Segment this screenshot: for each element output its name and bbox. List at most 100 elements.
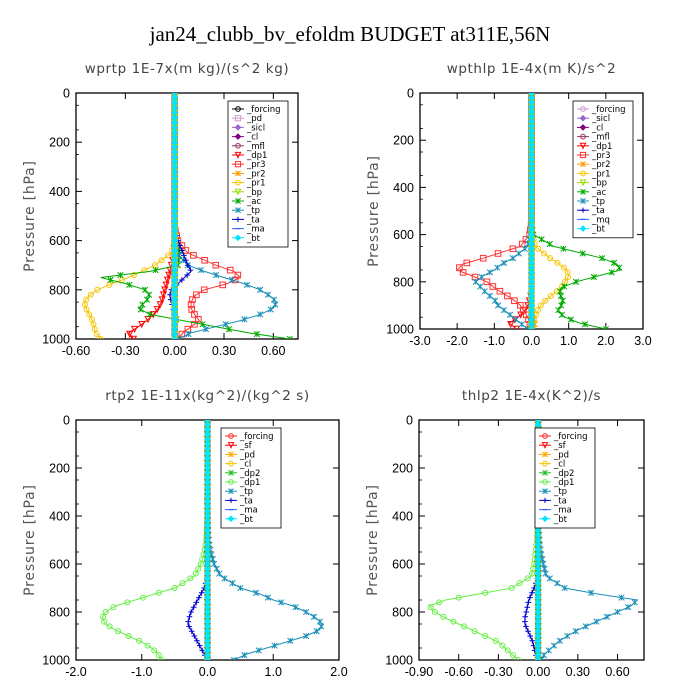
- series-point: [509, 652, 516, 659]
- series-point: [106, 623, 113, 630]
- series-point: [610, 259, 618, 267]
- legend-label: _pr2: [246, 169, 266, 179]
- series-point: [188, 628, 195, 634]
- series-point: [212, 261, 220, 269]
- series-point: [521, 245, 528, 252]
- series-point: [537, 302, 544, 309]
- x-tick-label: 1.0: [560, 334, 577, 348]
- legend-label: _sicl: [246, 123, 265, 133]
- y-tick-label: 1000: [42, 333, 70, 347]
- legend-marker: [542, 488, 548, 495]
- series-point: [478, 273, 485, 281]
- series-point: [483, 278, 491, 286]
- series-point: [94, 286, 101, 293]
- series-point: [561, 584, 568, 592]
- legend-label: _ta: [553, 496, 567, 506]
- series-point: [101, 618, 108, 625]
- y-tick-label: 400: [392, 510, 413, 524]
- series-point: [572, 628, 579, 635]
- series-point: [185, 618, 192, 625]
- series-point: [192, 570, 199, 577]
- series-point: [504, 647, 511, 654]
- series-dp1: [427, 420, 542, 660]
- series-point: [292, 604, 299, 611]
- series-point: [550, 642, 558, 649]
- series-point: [527, 633, 533, 639]
- series-point: [185, 330, 192, 338]
- series-point: [203, 656, 212, 660]
- series-point: [193, 291, 200, 299]
- series-point: [139, 301, 146, 308]
- series-point: [614, 608, 621, 616]
- legend-marker: [580, 207, 586, 213]
- series-point: [186, 623, 192, 630]
- series-point: [196, 642, 203, 649]
- series-point: [524, 604, 531, 610]
- series-point: [271, 642, 278, 649]
- figure-title: jan24_clubb_bv_efoldm BUDGET at311E,56N: [149, 22, 551, 46]
- y-tick-label: 0: [406, 414, 413, 428]
- legend-label: _sf: [239, 441, 253, 451]
- series-point: [494, 264, 501, 271]
- series-point: [504, 292, 511, 300]
- series-bt: [203, 420, 212, 660]
- series-point: [165, 252, 172, 259]
- x-tick-label: 0.0: [523, 334, 540, 348]
- series-point: [185, 262, 191, 268]
- y-tick-label: 1000: [385, 654, 413, 668]
- series-point: [97, 335, 104, 339]
- x-tick-label: -2.0: [65, 665, 87, 679]
- chart-panel-2: wpthlp 1E-4x(m K)/s^2 0 200 400 600 800 1000-3…: [366, 61, 652, 348]
- series-point: [436, 599, 443, 606]
- series-point: [212, 271, 220, 279]
- series-point: [511, 297, 518, 304]
- legend-label: _bp: [246, 188, 262, 198]
- panel-title: rtp2 1E-11x(kg^2)/(kg^2 s): [105, 388, 310, 404]
- legend-marker: [579, 151, 587, 159]
- x-tick-label: -0.30: [484, 665, 513, 679]
- series-point: [516, 580, 523, 587]
- series-point: [146, 311, 154, 318]
- legend-marker: [542, 433, 548, 439]
- series-point: [494, 302, 502, 309]
- x-tick-label: -1.0: [484, 334, 506, 348]
- series-point: [138, 320, 146, 329]
- legend-marker: [579, 142, 587, 150]
- legend-marker: [579, 225, 587, 232]
- series-point: [486, 269, 494, 276]
- series-point: [161, 286, 169, 294]
- x-tick-label: 0.0: [199, 665, 216, 679]
- legend-marker: [235, 216, 241, 222]
- series-pr1: [528, 93, 571, 329]
- legend-label: _dp2: [553, 469, 574, 479]
- legend-marker: [542, 469, 548, 476]
- legend-label: _tp: [591, 197, 605, 207]
- series-point: [264, 291, 272, 298]
- series-point: [162, 281, 170, 289]
- plot-area: [456, 93, 623, 329]
- series-point: [237, 584, 244, 592]
- series-tp: [472, 93, 535, 329]
- series-point: [83, 306, 90, 313]
- legend-label: _cl: [246, 133, 258, 143]
- series-point: [136, 637, 143, 644]
- series-point: [287, 637, 294, 644]
- series-point: [427, 604, 434, 611]
- legend-label: _pd: [553, 450, 569, 460]
- series-point: [190, 604, 197, 610]
- series-point: [554, 259, 561, 266]
- legend-marker: [235, 207, 241, 214]
- series-point: [558, 311, 566, 318]
- legend-marker: [228, 460, 234, 467]
- legend-marker: [580, 188, 586, 195]
- series-point: [155, 652, 162, 659]
- series-point: [509, 255, 517, 262]
- series-point: [527, 325, 536, 329]
- legend-marker: [234, 124, 242, 131]
- series-point: [110, 604, 117, 611]
- series-point: [540, 560, 547, 568]
- legend-marker: [579, 179, 587, 187]
- legend-label: _sicl: [591, 114, 610, 124]
- series-point: [191, 311, 198, 318]
- legend-marker: [228, 469, 234, 476]
